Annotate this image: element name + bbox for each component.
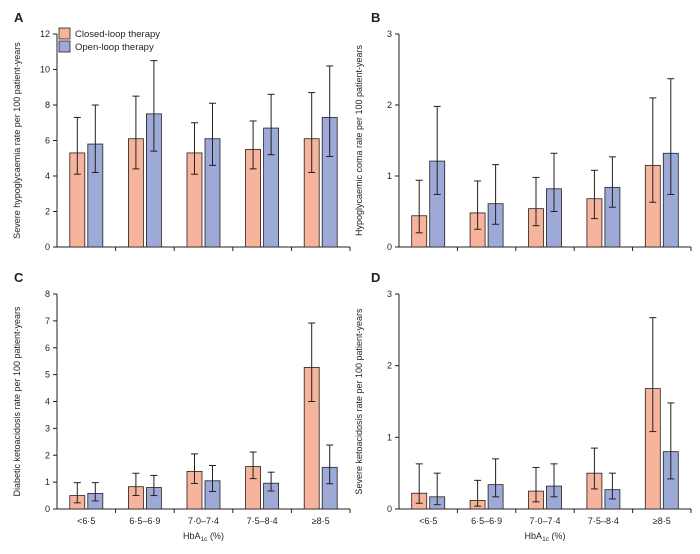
y-tick-label: 1 [387,171,392,181]
y-tick-label: 12 [40,29,50,39]
y-tick-label: 4 [45,171,50,181]
y-axis-label: Severe ketoacidosis rate per 100 patient… [354,308,364,495]
y-axis-label: Severe hypoglycaemia rate per 100 patien… [12,42,22,239]
y-tick-label: 3 [45,423,50,433]
x-tick-label: 7·0–7·4 [188,516,219,526]
legend: Closed-loop therapy Open-loop therapy [58,27,160,53]
y-tick-label: 2 [45,207,50,217]
x-tick-label: <6·5 [77,516,95,526]
y-axis-label: Diabetic ketoacidosis rate per 100 patie… [12,306,22,497]
y-tick-label: 1 [45,477,50,487]
panel-d: D 0 1 2 3 Severe ketoacidosis rate per 100 pa… [354,270,692,543]
y-tick-label: 2 [45,450,50,460]
x-axis-label: HbA1c (%) [183,531,224,543]
x-tick-label: ≥8·5 [312,516,330,526]
y-tick-label: 0 [45,504,50,514]
x-tick-label: 7·5–8·4 [588,516,619,526]
y-tick-label: 7 [45,316,50,326]
x-tick-label: <6·5 [419,516,437,526]
y-tick-label: 8 [45,100,50,110]
x-tick-label: 6·5–6·9 [471,516,502,526]
y-tick-label: 6 [45,136,50,146]
legend-label-closed: Closed-loop therapy [75,29,160,40]
y-tick-label: 5 [45,370,50,380]
x-tick-label: 6·5–6·9 [129,516,160,526]
y-tick-label: 0 [387,242,392,252]
y-tick-label: 3 [387,29,392,39]
legend-swatch-open [58,40,71,53]
legend-label-open: Open-loop therapy [75,42,154,53]
panel-letter: C [14,270,24,285]
x-axis-label: HbA1c (%) [525,531,566,543]
x-tick-label: 7·0–7·4 [529,516,560,526]
y-axis-label: Hypoglycaemic coma rate per 100 patient-… [354,44,364,236]
panel-letter: A [14,10,24,25]
y-tick-label: 0 [387,504,392,514]
legend-swatch-closed [58,27,71,40]
panel-a: A 0 2 4 6 8 10 12 Severe hypoglycaemia rate per … [12,10,351,252]
y-tick-label: 2 [387,100,392,110]
y-tick-label: 0 [45,242,50,252]
y-tick-label: 2 [387,361,392,371]
y-tick-label: 1 [387,432,392,442]
panel-letter: D [371,270,380,285]
panel-c: C 0 1 2 3 4 5 6 7 8 Diabetic ketoacidosis rate per… [12,270,351,543]
y-tick-label: 4 [45,397,50,407]
x-tick-label: ≥8·5 [653,516,671,526]
y-tick-label: 8 [45,289,50,299]
panel-b: B 0 1 2 3 Hypoglycaemic coma rate per 100 pat… [354,10,692,252]
x-tick-label: 7·5–8·4 [247,516,278,526]
y-tick-label: 3 [387,289,392,299]
y-tick-label: 10 [40,65,50,75]
y-tick-label: 6 [45,343,50,353]
panel-letter: B [371,10,380,25]
